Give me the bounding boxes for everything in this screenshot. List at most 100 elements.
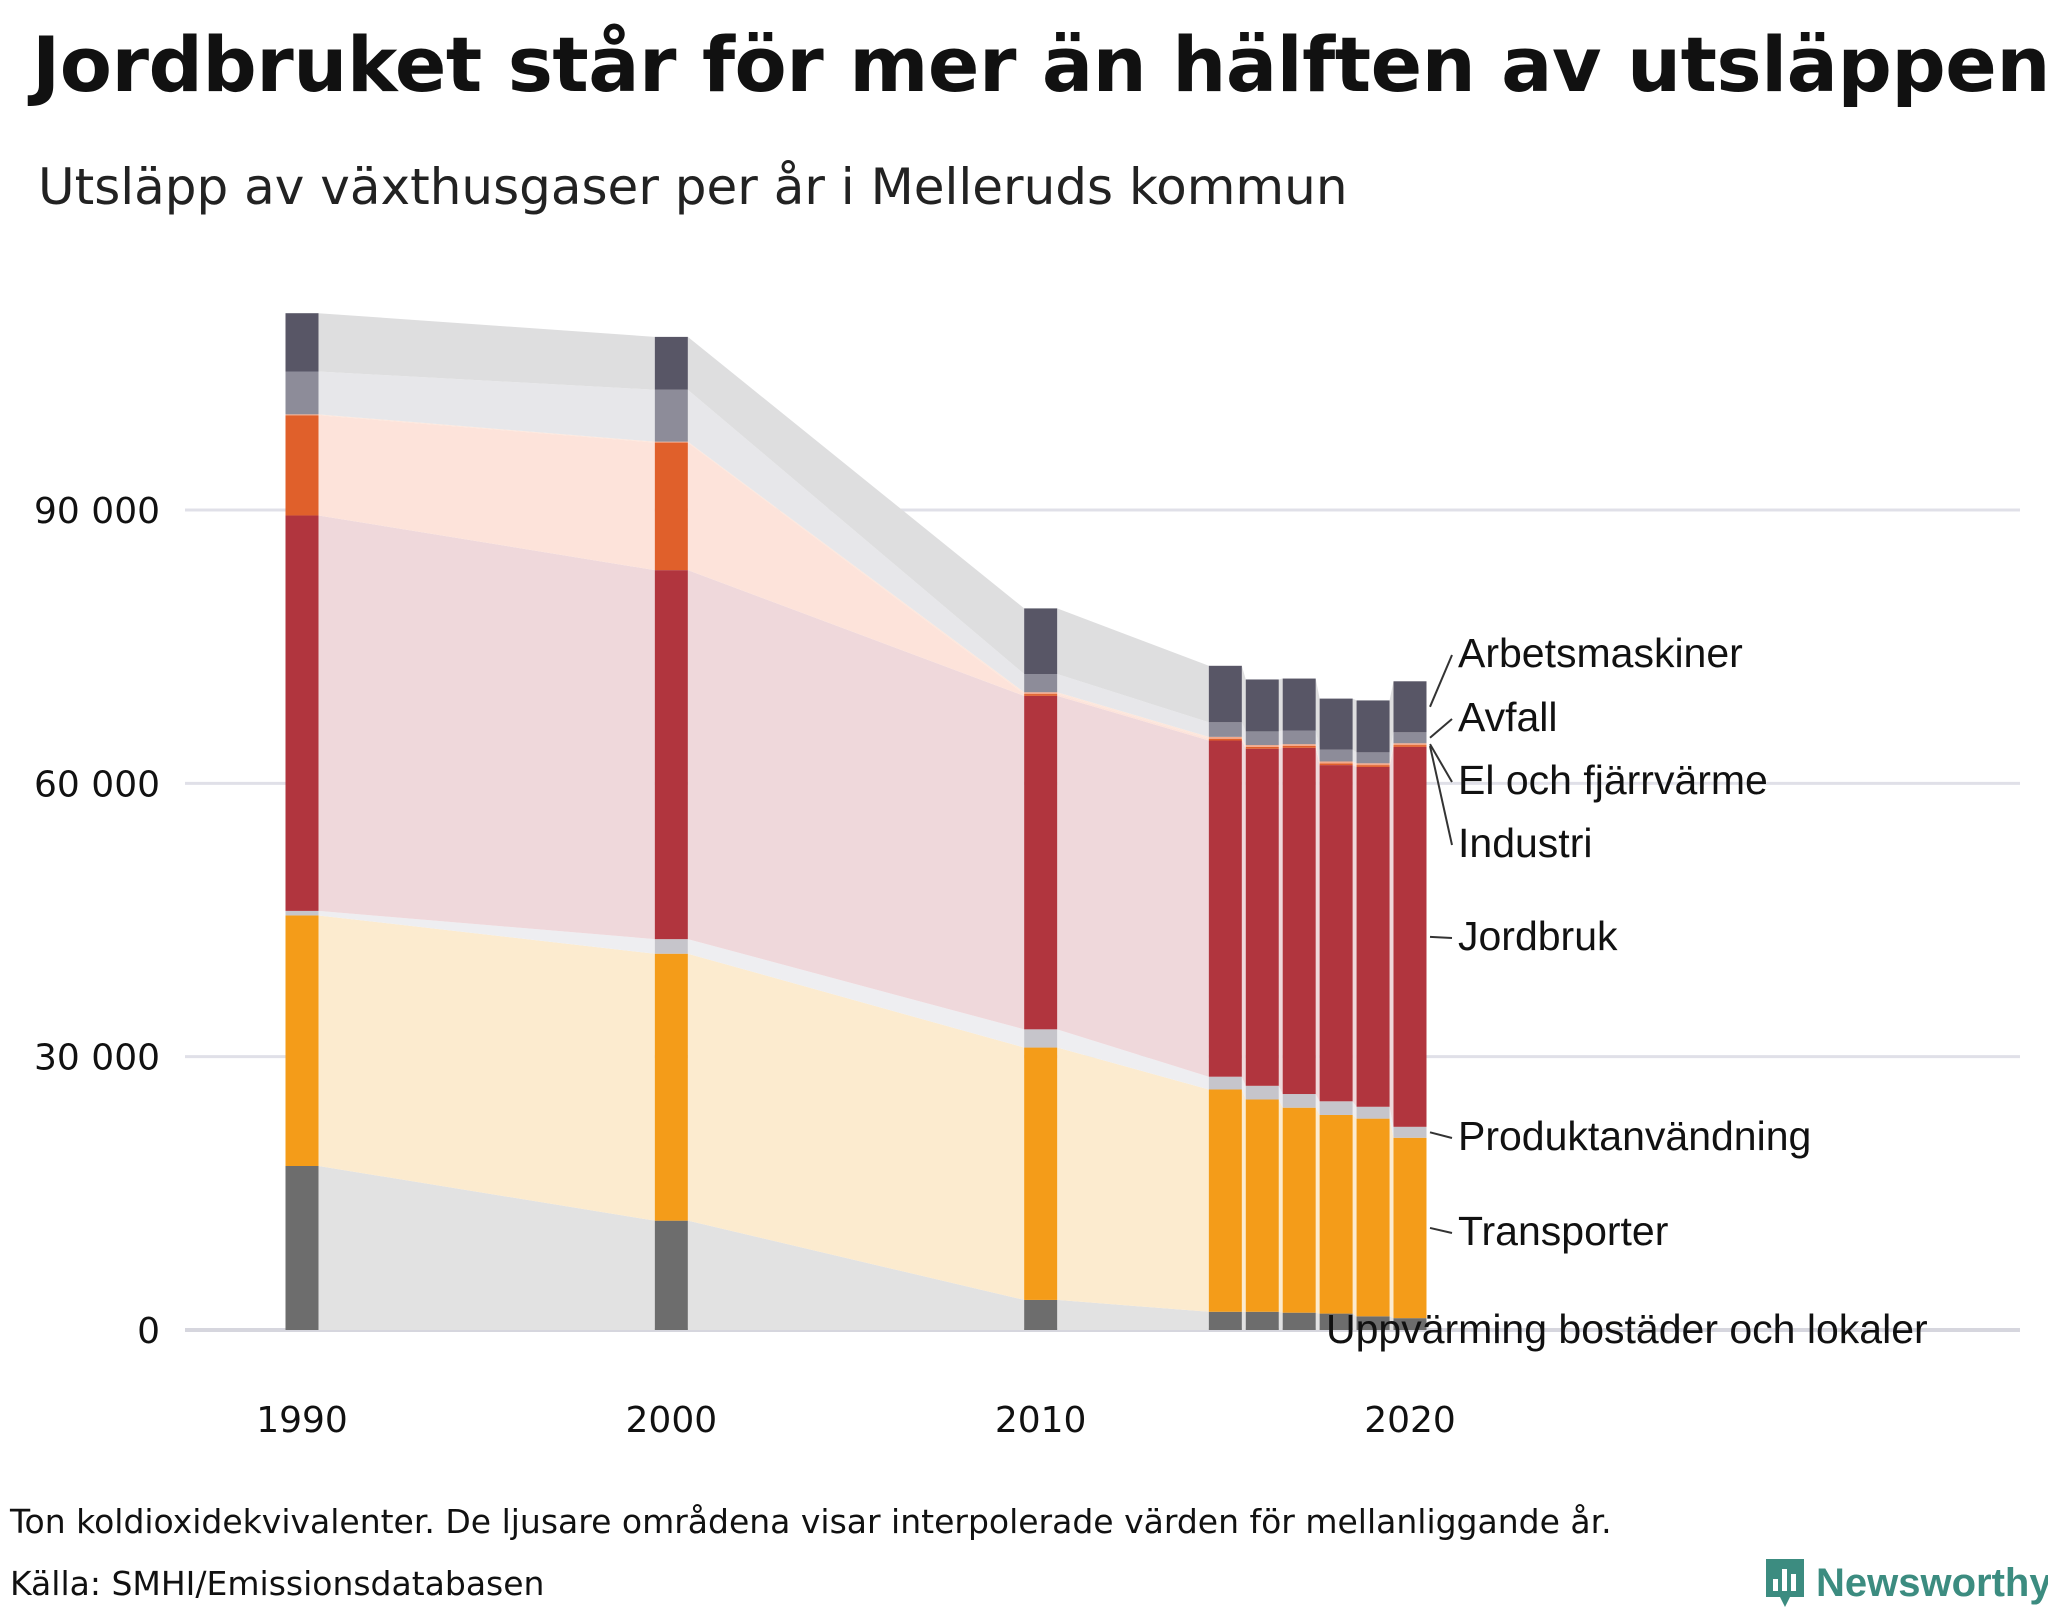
label-leader-line: [1429, 654, 1453, 708]
interpolated-area: [1241, 722, 1246, 746]
interpolated-area: [687, 442, 1025, 696]
interpolated-area: [1352, 698, 1357, 753]
bar-segment: [654, 441, 688, 443]
interpolation-areas: [318, 313, 1394, 1330]
bar-segment: [1245, 679, 1279, 732]
brand-name: Newsworthy: [1816, 1560, 2048, 1605]
bar-segment: [285, 414, 319, 416]
bar-segment: [285, 1166, 319, 1330]
chart-subtitle: Utsläpp av växthusgaser per år i Melleru…: [38, 158, 1348, 216]
interpolated-area: [1389, 1118, 1394, 1319]
series-label: Produktanvändning: [1458, 1113, 1811, 1159]
bar-segment: [1208, 740, 1242, 1077]
source-note: Källa: SMHI/Emissionsdatabasen: [10, 1564, 545, 1603]
interpolated-area: [687, 570, 1025, 1030]
interpolated-area: [1241, 740, 1246, 1086]
interpolated-area: [687, 1220, 1025, 1330]
bar-segment: [1024, 1047, 1058, 1300]
bar-segment: [285, 515, 319, 911]
interpolated-area: [1057, 674, 1209, 737]
bar-segment: [1282, 745, 1316, 748]
bar-segment: [1024, 695, 1058, 1030]
interpolated-area: [687, 953, 1025, 1300]
interpolated-area: [1278, 745, 1283, 749]
interpolated-area: [318, 313, 655, 390]
interpolated-area: [318, 415, 655, 571]
bar-segment: [1393, 1126, 1427, 1138]
bar-segment: [1024, 608, 1058, 674]
interpolated-area: [1352, 1313, 1357, 1330]
stacked-bar-chart: 0 30 000 60 000 90 000 1990 2000 2010 2020 Upp…: [34, 313, 2020, 1441]
bar-segment: [1319, 1101, 1353, 1115]
interpolated-area: [1241, 665, 1246, 732]
y-tick-label: 90 000: [34, 491, 160, 532]
bar-segment: [1024, 1299, 1058, 1330]
interpolated-area: [687, 389, 1025, 693]
interpolated-area: [1241, 736, 1246, 747]
bar-segment: [1245, 1099, 1279, 1312]
interpolated-area: [318, 371, 655, 442]
x-tick-label: 1990: [256, 1400, 348, 1441]
interpolated-area: [1352, 1114, 1357, 1317]
series-label: Avfall: [1458, 694, 1558, 740]
interpolated-area: [1315, 747, 1320, 1102]
bar-segment: [1282, 744, 1316, 746]
bar-segment: [1245, 731, 1279, 746]
interpolated-area: [1278, 744, 1283, 747]
bar-segment: [1356, 1316, 1390, 1330]
bar-segment: [654, 939, 688, 954]
bar-segment: [654, 1220, 688, 1330]
bar-segment: [285, 915, 319, 1166]
bar-segment: [1282, 1107, 1316, 1313]
interpolated-area: [1389, 745, 1394, 767]
bar-segment: [654, 953, 688, 1221]
bar-segment: [1356, 700, 1390, 753]
interpolated-area: [1389, 1316, 1394, 1330]
interpolated-area: [1389, 681, 1394, 753]
interpolated-area: [1241, 738, 1246, 749]
interpolated-area: [1057, 1029, 1209, 1090]
interpolated-area: [1278, 1311, 1283, 1330]
chart-title: Jordbruket står för mer än hälften av ut…: [32, 20, 2048, 109]
interpolated-area: [1057, 608, 1209, 723]
bar-segment: [1024, 674, 1058, 693]
interpolated-area: [1389, 746, 1394, 1127]
bar-segment: [1356, 1106, 1390, 1119]
bar-segment: [1245, 1085, 1279, 1100]
interpolated-area: [1315, 678, 1320, 750]
bar-segment: [1245, 748, 1279, 1086]
interpolated-area: [318, 1166, 655, 1330]
label-leader-line: [1429, 935, 1453, 939]
interpolated-area: [1057, 1299, 1209, 1330]
bar-segment: [1319, 698, 1353, 750]
bar-segment: [1208, 1089, 1242, 1312]
bar-segment: [1024, 1029, 1058, 1048]
bar-segment: [1282, 678, 1316, 731]
series-labels: Uppvärming bostäder och lokaler Transport…: [1326, 630, 1928, 1352]
interpolated-area: [1057, 1047, 1209, 1312]
interpolated-area: [1315, 1107, 1320, 1314]
series-label: Jordbruk: [1458, 913, 1618, 959]
interpolated-area: [1352, 763, 1357, 767]
bar-segment: [1319, 1313, 1353, 1330]
interpolated-area: [1278, 678, 1283, 732]
bar-segment: [1393, 745, 1427, 747]
bar-segment: [1319, 763, 1353, 766]
y-tick-label: 30 000: [34, 1038, 160, 1079]
label-leader-line: [1429, 718, 1453, 739]
interpolated-area: [1278, 1085, 1283, 1108]
bar-segment: [1356, 1118, 1390, 1317]
bar-segment: [1319, 749, 1353, 762]
bar-chart-logo-icon: [1766, 1559, 1804, 1607]
series-label: Uppvärming bostäder och lokaler: [1326, 1306, 1928, 1352]
interpolated-area: [1352, 761, 1357, 766]
bar-segment: [285, 371, 319, 415]
bar-segment: [1024, 692, 1058, 695]
label-leader-line: [1429, 745, 1453, 846]
interpolated-area: [1315, 1094, 1320, 1115]
interpolated-area: [1241, 1076, 1246, 1100]
bar-segment: [1024, 694, 1058, 696]
interpolated-area: [1241, 1311, 1246, 1330]
label-leader-line: [1429, 1131, 1453, 1139]
bar-segment: [1282, 747, 1316, 1095]
